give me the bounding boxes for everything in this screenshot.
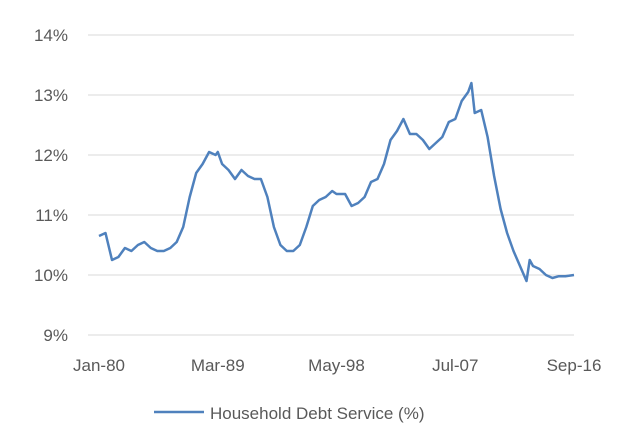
series-lines xyxy=(98,81,575,283)
y-tick-label: 14% xyxy=(34,26,68,45)
x-axis-tick-labels: Jan-80 Mar-89 May-98 Jul-07 Sep-16 xyxy=(73,356,601,375)
y-tick-label: 13% xyxy=(34,86,68,105)
y-tick-label: 12% xyxy=(34,146,68,165)
x-tick-label: Jan-80 xyxy=(73,356,125,375)
legend-label: Household Debt Service (%) xyxy=(210,404,424,423)
y-tick-label: 11% xyxy=(35,206,68,225)
gridlines xyxy=(88,34,574,336)
legend: Household Debt Service (%) xyxy=(154,404,424,423)
x-tick-label: May-98 xyxy=(308,356,365,375)
x-tick-label: Mar-89 xyxy=(191,356,245,375)
x-tick-label: Jul-07 xyxy=(432,356,478,375)
series-line-household-debt-service xyxy=(98,81,575,283)
y-tick-label: 10% xyxy=(34,266,68,285)
x-tick-label: Sep-16 xyxy=(547,356,602,375)
y-tick-label: 9% xyxy=(43,326,68,345)
y-axis-tick-labels: 9% 10% 11% 12% 13% 14% xyxy=(34,26,68,345)
